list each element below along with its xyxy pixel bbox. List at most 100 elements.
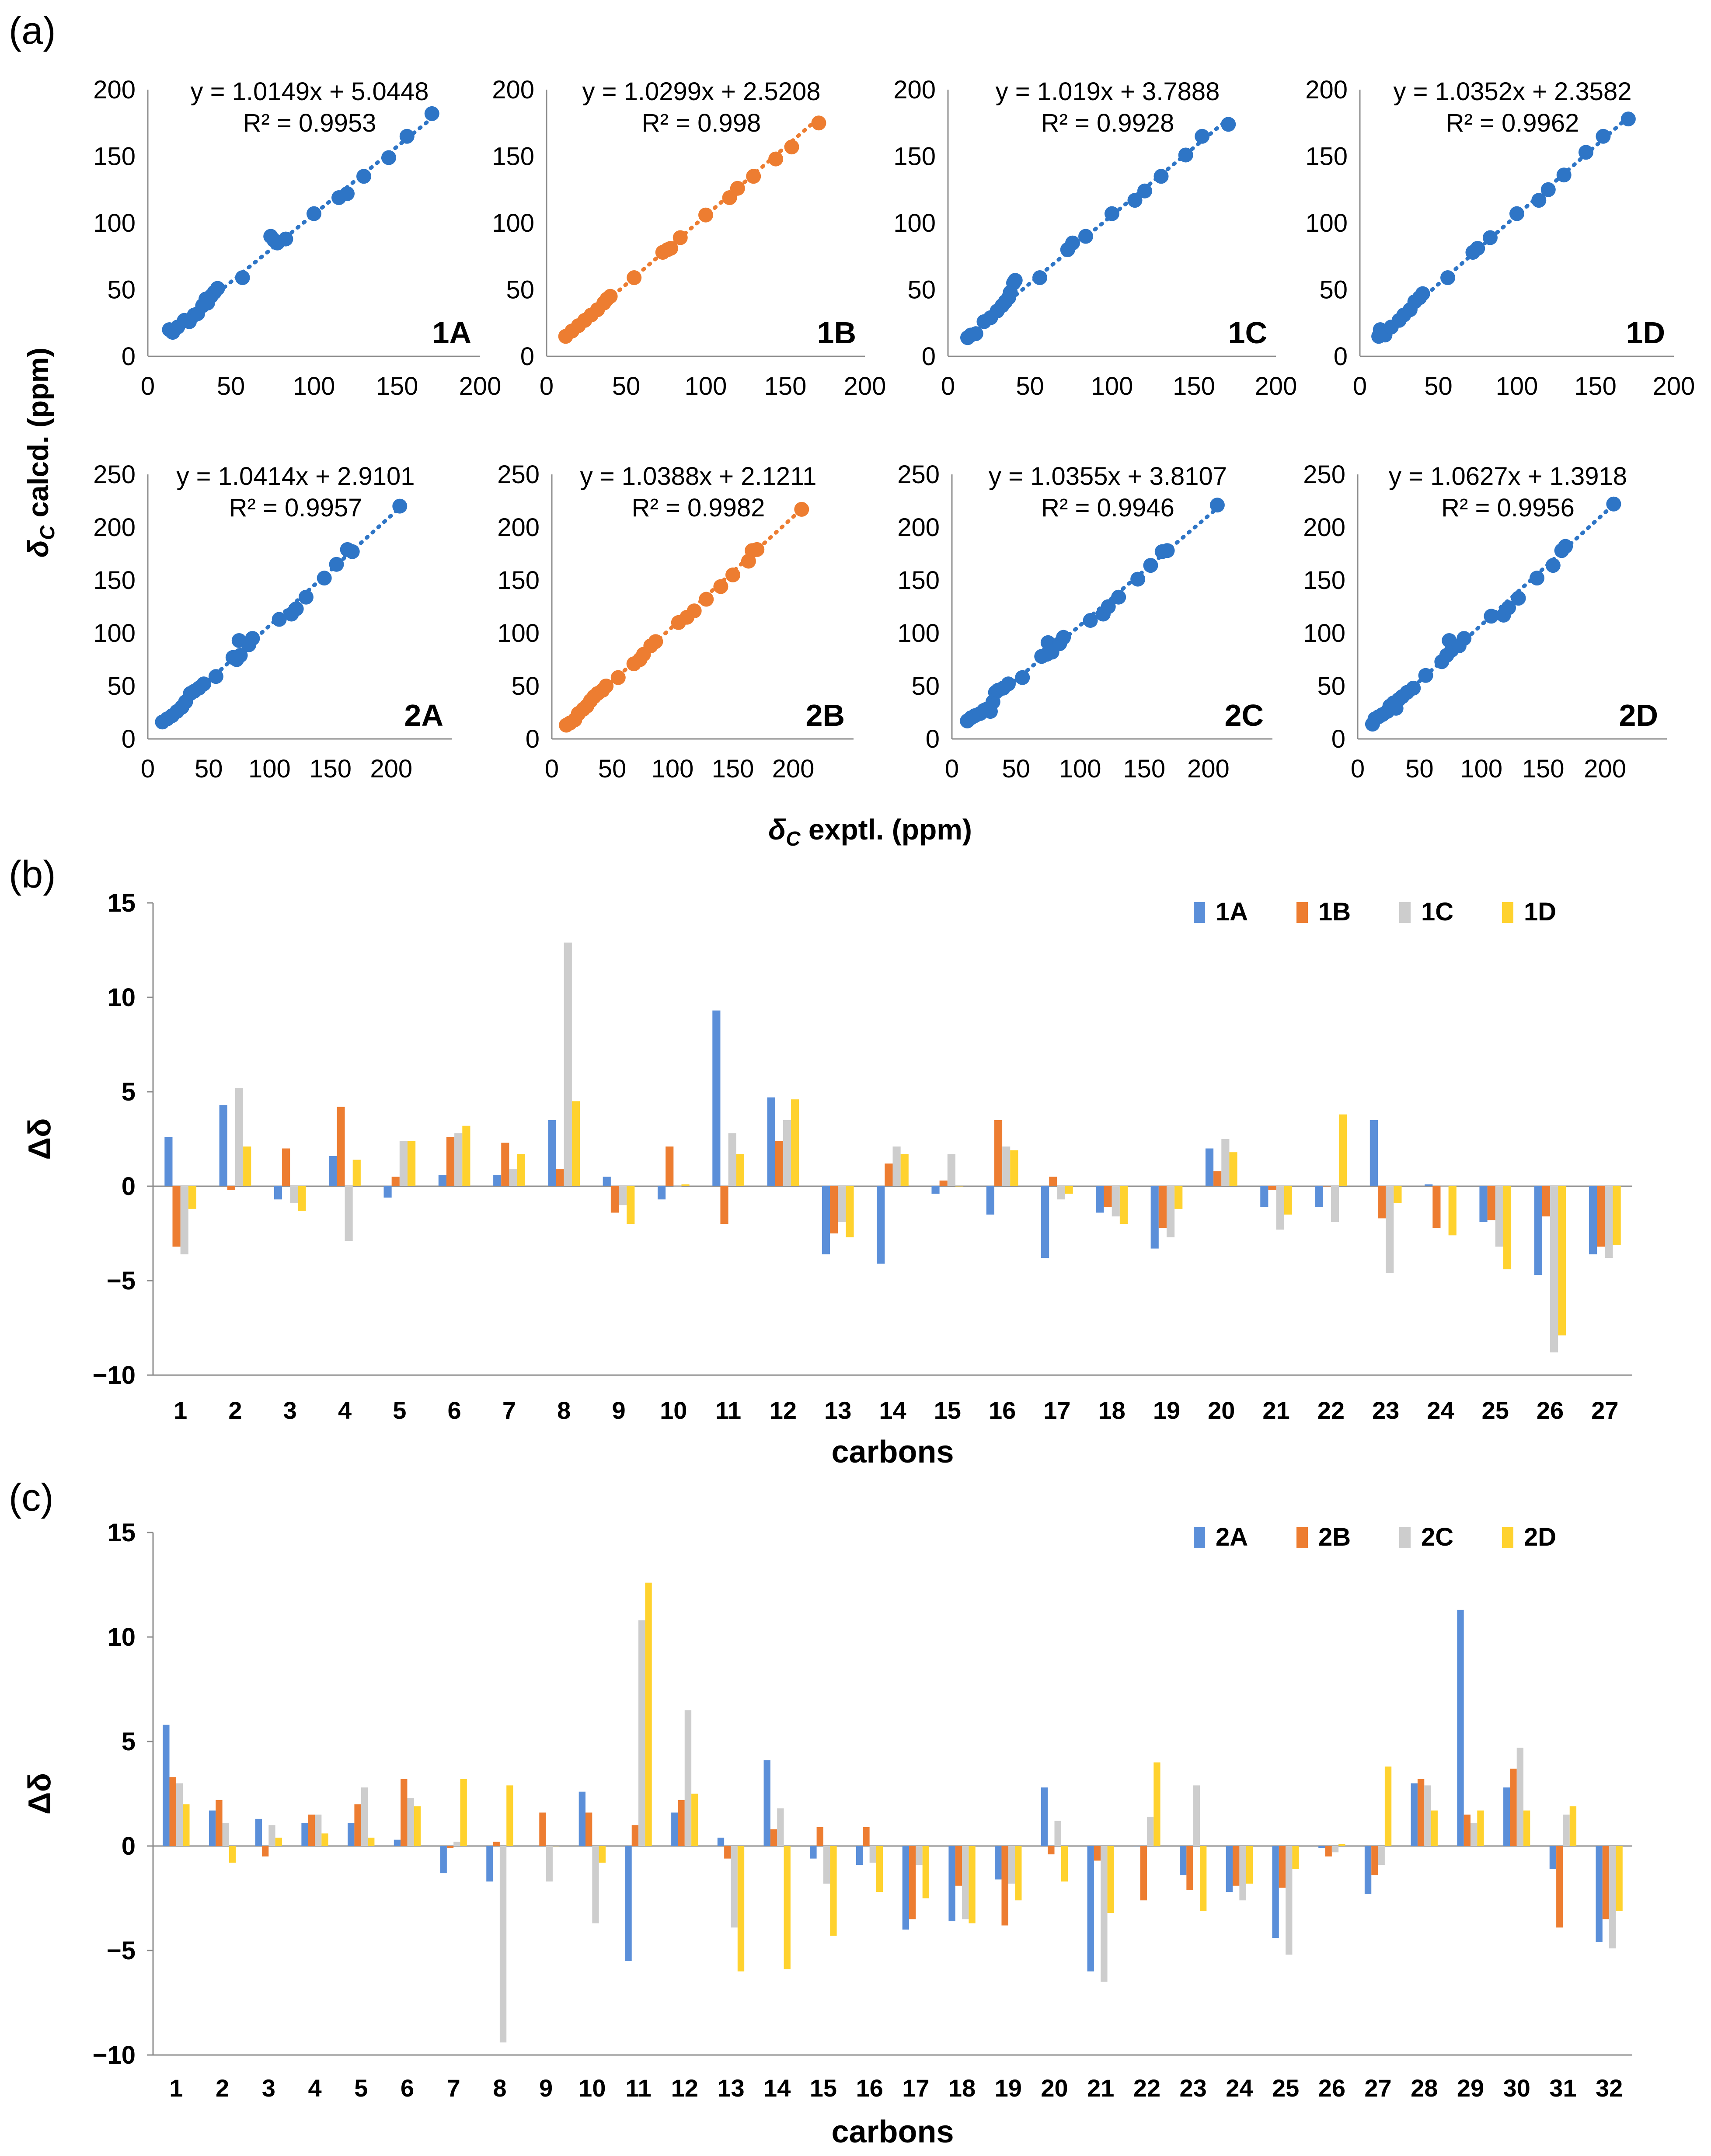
category-label: 18: [948, 2074, 976, 2102]
bar-2C-12: [684, 1710, 692, 1846]
category-label: 7: [502, 1397, 516, 1424]
compound-label: 2A: [404, 698, 443, 732]
bar-2A-4: [301, 1823, 308, 1846]
category-label: 5: [393, 1397, 406, 1424]
data-point: [673, 230, 688, 245]
y-tick-label: 250: [897, 460, 940, 489]
regression-equation: y = 1.0627x + 1.3918: [1389, 462, 1627, 491]
bar-1D-11: [736, 1154, 744, 1186]
bar-2C-24: [1239, 1846, 1246, 1901]
x-tick-label: 100: [1496, 372, 1538, 401]
y-tick-label: 100: [93, 209, 136, 237]
x-tick-label: 50: [612, 372, 641, 401]
x-tick-label: 200: [772, 755, 815, 783]
bar-1C-5: [399, 1141, 408, 1186]
bar-1D-19: [1174, 1186, 1183, 1209]
data-point: [1195, 129, 1210, 144]
bar-2B-13: [724, 1846, 731, 1859]
bar-2A-6: [394, 1839, 401, 1846]
bar-2A-21: [1087, 1846, 1094, 1971]
bar-2A-12: [671, 1812, 678, 1846]
bar-1B-11: [720, 1186, 728, 1224]
bar-1C-10: [673, 1186, 682, 1187]
regression-equation: y = 1.0388x + 2.1211: [580, 462, 817, 491]
bar-2C-26: [1331, 1846, 1339, 1853]
bar-2D-24: [1246, 1846, 1253, 1884]
bar-2C-9: [546, 1846, 553, 1882]
x-tick-label: 0: [141, 755, 155, 783]
data-point: [1596, 129, 1611, 144]
data-point: [730, 181, 745, 196]
y-tick-label: 200: [497, 513, 540, 542]
bar-2C-29: [1470, 1823, 1478, 1846]
r-squared: R² = 0.9982: [632, 494, 765, 522]
bar-2D-22: [1153, 1762, 1160, 1846]
y-tick-label: 15: [107, 889, 136, 917]
data-point: [307, 206, 321, 221]
bar-2D-17: [922, 1846, 930, 1898]
data-point: [627, 270, 642, 286]
data-point: [768, 151, 784, 167]
bar-1D-24: [1448, 1186, 1457, 1236]
data-point: [1415, 286, 1430, 301]
bar-1B-25: [1487, 1186, 1495, 1220]
bar-1C-26: [1550, 1186, 1558, 1353]
data-point: [345, 544, 360, 559]
data-point: [1209, 498, 1225, 513]
bar-2C-8: [499, 1846, 507, 2043]
category-label: 8: [493, 2074, 506, 2102]
category-label: 21: [1262, 1397, 1289, 1424]
x-tick-label: 100: [248, 755, 291, 783]
y-tick-label: 200: [897, 513, 940, 542]
y-tick-label: 100: [1303, 619, 1345, 648]
x-tick-label: 200: [844, 372, 886, 401]
data-point: [1160, 543, 1175, 558]
compound-label: 1A: [432, 316, 471, 350]
data-point: [1083, 613, 1098, 628]
bar-1C-23: [1386, 1186, 1394, 1273]
data-point: [1221, 117, 1236, 132]
data-point: [1137, 183, 1152, 199]
y-tick-label: 100: [492, 209, 534, 237]
bar-1A-19: [1150, 1186, 1159, 1249]
x-tick-label: 100: [1460, 755, 1502, 783]
bar-1A-1: [164, 1137, 173, 1186]
scatter-chart-1D: 0 50 100 150 200 0 50 100 150 200 y = 1.0352x + 2.…: [1305, 76, 1695, 401]
legend-label: 1C: [1421, 898, 1453, 926]
category-label: 4: [338, 1397, 352, 1424]
category-label: 3: [283, 1397, 297, 1424]
bar-1B-7: [501, 1142, 509, 1186]
bar-2B-7: [446, 1846, 454, 1848]
category-label: 25: [1272, 2074, 1299, 2102]
bar-2D-27: [1384, 1766, 1392, 1846]
data-point: [196, 676, 212, 692]
bar-1B-21: [1268, 1186, 1276, 1190]
bar-1A-17: [1041, 1186, 1049, 1258]
bar-2D-1: [183, 1804, 190, 1846]
bar-2A-28: [1411, 1783, 1418, 1846]
bar-2D-21: [1107, 1846, 1114, 1913]
bar-2B-31: [1556, 1846, 1563, 1928]
data-point: [317, 571, 332, 586]
scatter-chart-2B: 0 50 100 150 200 0 50 100 150 200 250 y = 1.0388x +…: [497, 460, 854, 783]
bar-2B-25: [1279, 1846, 1286, 1888]
panel-label-c: (c): [9, 1476, 54, 1519]
bar-2D-31: [1569, 1806, 1577, 1846]
bar-2D-26: [1338, 1844, 1345, 1846]
y-tick-label: 150: [1305, 143, 1348, 171]
data-point: [746, 169, 761, 184]
category-label: 32: [1596, 2074, 1623, 2102]
data-point: [1558, 539, 1573, 554]
x-tick-label: 0: [545, 755, 559, 783]
x-tick-label: 200: [1187, 755, 1230, 783]
y-tick-label: 200: [1305, 76, 1348, 104]
x-tick-label: 200: [1255, 372, 1297, 401]
data-point: [663, 240, 678, 256]
x-tick-label: 150: [1522, 755, 1565, 783]
bar-1C-9: [619, 1186, 627, 1205]
bar-2B-22: [1140, 1846, 1147, 1901]
y-tick-label: −10: [93, 1361, 136, 1390]
bar-2D-25: [1292, 1846, 1299, 1869]
x-tick-label: 150: [712, 755, 754, 783]
category-label: 26: [1537, 1397, 1564, 1424]
